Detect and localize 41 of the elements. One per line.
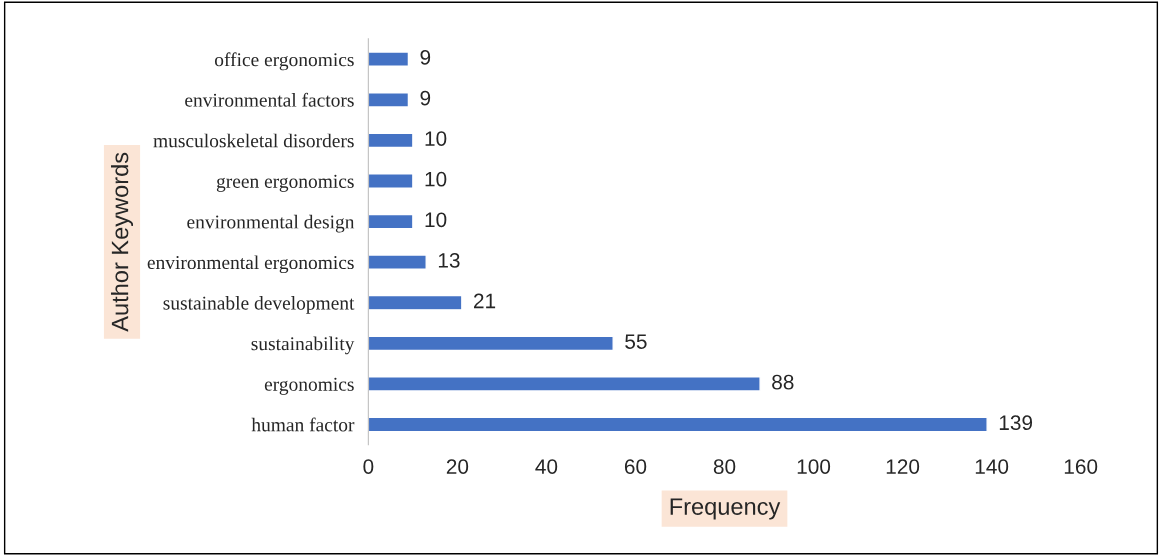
x-tick-label: 0 — [363, 459, 374, 474]
x-tick-label: 20 — [446, 459, 469, 474]
bar — [368, 335, 614, 352]
data-label: 10 — [425, 171, 447, 187]
y-tick-label: environmental design — [187, 214, 355, 233]
data-label: 21 — [474, 293, 496, 309]
bar — [368, 376, 761, 392]
bar — [368, 416, 988, 433]
y-tick-label: environmental factors — [185, 92, 354, 107]
x-axis-title: Frequency — [670, 498, 781, 520]
y-tick-label: sustainability — [251, 336, 355, 355]
bar — [368, 51, 410, 68]
y-tick-label: human factor — [251, 417, 355, 432]
x-tick-label: 60 — [624, 459, 647, 474]
bar — [368, 254, 427, 270]
data-label: 9 — [420, 50, 431, 65]
data-label: 10 — [425, 212, 447, 228]
x-tick-label: 100 — [797, 459, 831, 474]
y-tick-label: office ergonomics — [214, 52, 354, 71]
bar — [368, 213, 414, 230]
y-axis-title: Author Keywords — [111, 152, 134, 332]
data-label: 13 — [438, 252, 460, 268]
bar — [368, 92, 410, 108]
y-tick-label: ergonomics — [264, 377, 354, 395]
y-tick-label: musculoskeletal disorders — [153, 133, 354, 148]
data-label: 139 — [999, 415, 1033, 431]
x-tick-label: 80 — [713, 459, 736, 474]
data-label: 88 — [772, 374, 794, 390]
data-label: 10 — [425, 131, 447, 146]
y-tick-label: sustainable development — [163, 296, 355, 314]
x-tick-label: 140 — [975, 459, 1009, 474]
y-tick-label: environmental ergonomics — [147, 255, 354, 274]
data-label: 55 — [625, 334, 647, 349]
y-tick-label: green ergonomics — [216, 174, 354, 192]
x-tick-label: 160 — [1064, 459, 1098, 474]
x-tick-label: 40 — [535, 459, 558, 474]
bar — [368, 132, 414, 149]
x-tick-label: 120 — [886, 459, 920, 474]
data-label: 9 — [420, 90, 431, 106]
bar — [368, 173, 414, 189]
bar — [368, 294, 463, 311]
